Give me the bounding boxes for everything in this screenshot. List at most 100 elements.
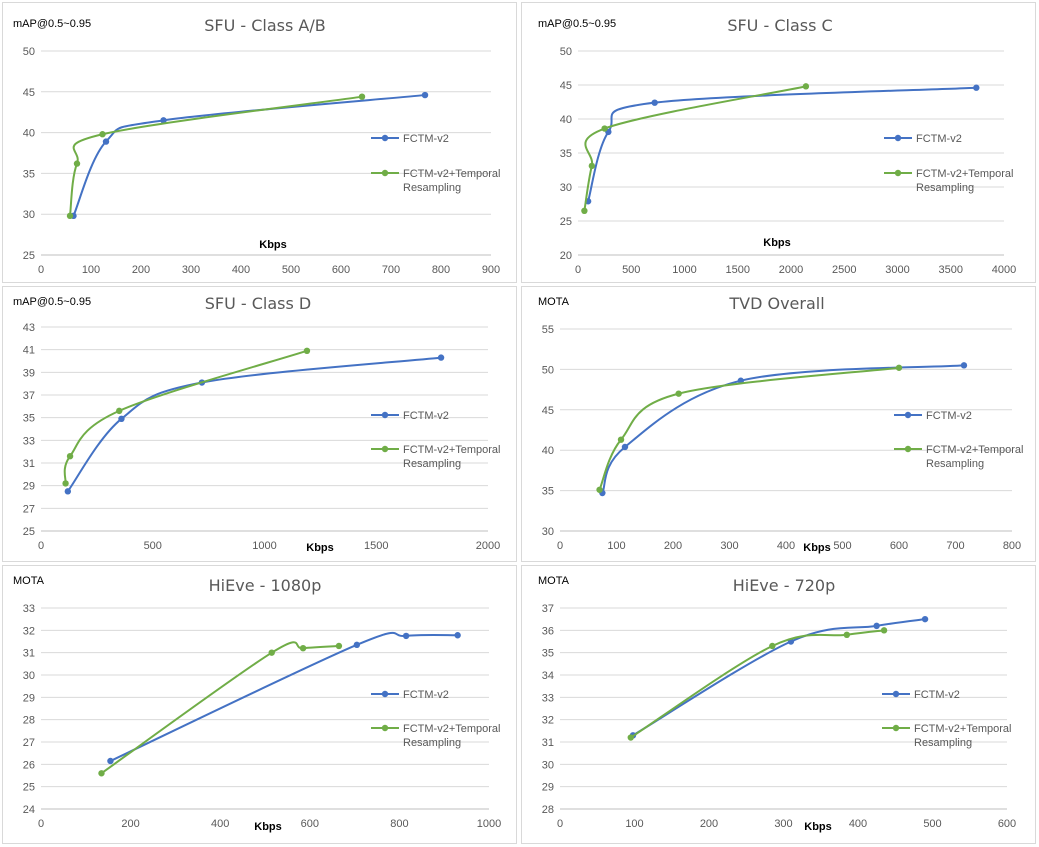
y-tick-label: 45	[542, 405, 554, 417]
x-axis-label: Kbps	[803, 542, 831, 554]
y-tick-label: 50	[23, 46, 35, 58]
y-tick-label: 35	[560, 148, 572, 160]
y-axis-label: MOTA	[538, 296, 570, 308]
series-line	[632, 618, 926, 737]
data-point	[627, 734, 634, 741]
x-tick-label: 700	[382, 264, 400, 276]
x-tick-label: 3000	[885, 264, 909, 276]
data-point	[880, 627, 888, 634]
data-point	[303, 347, 311, 354]
legend-label: FCTM-v2+Temporal Resampling	[403, 168, 501, 194]
x-tick-label: 3500	[939, 264, 963, 276]
y-tick-label: 29	[23, 692, 35, 704]
y-tick-label: 32	[23, 625, 35, 637]
data-point	[118, 415, 125, 422]
x-axis-label: Kbps	[259, 239, 287, 251]
x-tick-label: 500	[833, 540, 851, 552]
legend-label: FCTM-v2	[916, 133, 962, 145]
y-tick-label: 30	[542, 759, 554, 771]
data-point	[335, 642, 343, 650]
data-point	[402, 632, 410, 640]
y-tick-label: 40	[560, 114, 572, 126]
y-tick-label: 30	[542, 526, 554, 538]
y-tick-label: 25	[23, 250, 35, 262]
x-tick-label: 2500	[832, 264, 856, 276]
legend-label-line: FCTM-v2+Temporal	[403, 444, 501, 456]
x-tick-label: 300	[720, 540, 738, 552]
data-point	[299, 645, 307, 652]
legend-marker	[904, 445, 912, 453]
y-tick-label: 30	[23, 209, 35, 221]
data-point	[802, 83, 810, 90]
x-tick-label: 500	[282, 264, 300, 276]
x-tick-label: 800	[390, 818, 408, 830]
legend-label-line: FCTM-v2+Temporal	[916, 168, 1014, 180]
x-tick-label: 100	[607, 540, 625, 552]
y-tick-label: 55	[542, 324, 554, 336]
data-point	[421, 91, 429, 99]
data-point	[437, 354, 445, 361]
x-tick-label: 500	[622, 264, 640, 276]
x-tick-label: 1000	[477, 818, 501, 830]
chart-panel-sfu-class-d: 25 27 29 31 33 35 37 39 41 43 0 500 1000 1500 2000 SFU …	[2, 286, 517, 562]
y-tick-label: 31	[542, 737, 554, 749]
legend-label: FCTM-v2	[403, 689, 449, 701]
x-tick-label: 1000	[252, 540, 276, 552]
y-tick-label: 41	[23, 345, 35, 357]
y-tick-label: 25	[23, 526, 35, 538]
x-tick-label: 600	[890, 540, 908, 552]
legend-label-line: Resampling	[914, 737, 972, 749]
x-tick-label: 200	[132, 264, 150, 276]
data-point	[102, 138, 110, 145]
y-axis-label: MOTA	[13, 575, 45, 587]
data-point	[116, 407, 123, 415]
chart-panel-hieve-1080p: 24 25 26 27 28 29 30 31 32 33 0 200 400 600 800 1000 HiE…	[2, 565, 517, 844]
legend-label-line: Resampling	[916, 182, 974, 194]
series-line	[601, 364, 965, 494]
legend-label: FCTM-v2	[403, 410, 449, 422]
y-tick-label: 33	[542, 692, 554, 704]
data-point	[769, 642, 776, 650]
data-point	[588, 162, 596, 170]
data-point	[98, 770, 105, 777]
y-tick-label: 45	[560, 80, 572, 92]
y-tick-label: 28	[23, 715, 35, 727]
chart-sfu-class-d: 25 27 29 31 33 35 37 39 41 43 0 500 1000 1500 2000 SFU …	[13, 294, 501, 554]
legend-marker	[894, 134, 902, 142]
y-tick-label: 33	[23, 435, 35, 447]
legend-label-line: FCTM-v2+Temporal	[403, 723, 501, 735]
y-tick-label: 24	[23, 804, 35, 816]
y-tick-label: 35	[542, 486, 554, 498]
x-tick-label: 400	[211, 818, 229, 830]
x-tick-label: 0	[557, 540, 563, 552]
x-tick-label: 400	[232, 264, 250, 276]
legend-marker	[381, 724, 389, 732]
legend-marker	[381, 411, 389, 419]
x-tick-label: 0	[557, 818, 563, 830]
x-tick-label: 600	[998, 818, 1016, 830]
data-point	[160, 117, 167, 124]
legend-label-line: Resampling	[403, 737, 461, 749]
data-point	[73, 160, 81, 167]
y-tick-label: 27	[23, 737, 35, 749]
x-axis-label: Kbps	[306, 542, 334, 554]
data-point	[960, 362, 968, 369]
x-tick-label: 900	[482, 264, 500, 276]
y-tick-label: 20	[560, 250, 572, 262]
legend-label-line: Resampling	[403, 182, 461, 194]
data-point	[358, 93, 366, 100]
y-tick-label: 35	[23, 168, 35, 180]
legend-label-line: Resampling	[403, 458, 461, 470]
series-line	[110, 631, 458, 762]
y-tick-label: 29	[542, 782, 554, 794]
y-tick-label: 26	[23, 759, 35, 771]
x-tick-label: 100	[625, 818, 643, 830]
x-tick-label: 300	[774, 818, 792, 830]
data-point	[268, 649, 275, 656]
y-tick-label: 33	[23, 603, 35, 615]
data-point	[843, 631, 851, 638]
legend-label: FCTM-v2+Temporal Resampling	[916, 168, 1014, 194]
legend-label: FCTM-v2	[914, 689, 960, 701]
x-tick-label: 200	[121, 818, 139, 830]
y-tick-label: 29	[23, 481, 35, 493]
